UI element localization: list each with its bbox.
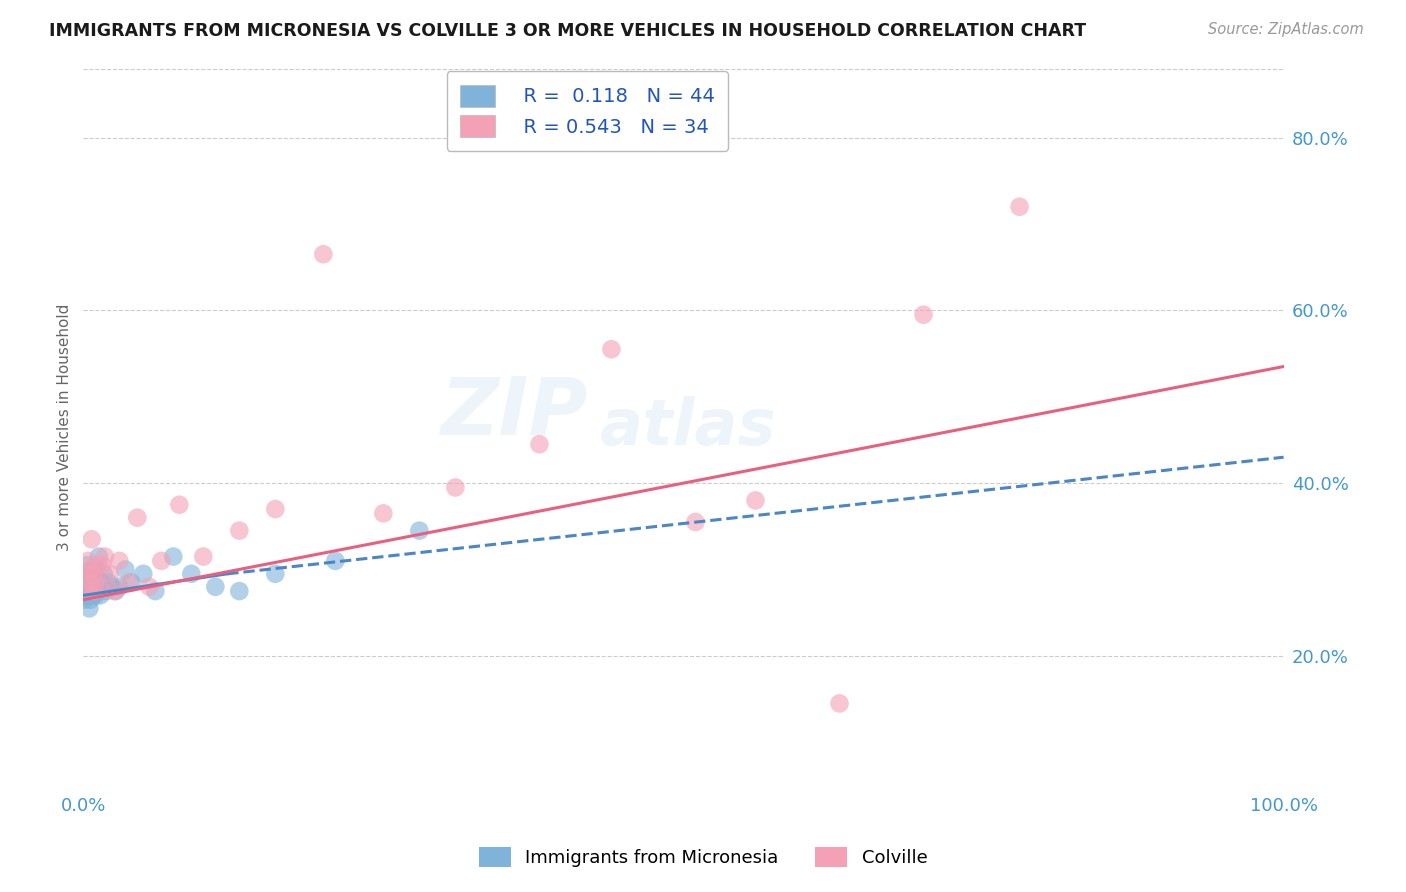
Point (138, 580, 160, 594)
Point (1008, 200, 1031, 214)
Point (114, 562, 136, 576)
Point (82, 589, 104, 603)
Y-axis label: 3 or more Vehicles in Household: 3 or more Vehicles in Household (58, 303, 72, 550)
Point (264, 566, 287, 581)
Point (75, 566, 97, 581)
Point (325, 554, 347, 568)
Point (80, 562, 103, 576)
Point (162, 549, 184, 564)
Point (228, 584, 250, 599)
Point (82, 575, 104, 590)
Point (77, 584, 100, 599)
Point (744, 493, 766, 508)
Point (529, 437, 551, 451)
Point (93, 566, 115, 581)
Point (76, 558, 98, 573)
Point (76, 575, 98, 590)
Point (685, 515, 707, 529)
Point (204, 580, 226, 594)
Point (180, 566, 202, 581)
Text: atlas: atlas (599, 396, 776, 458)
Point (98, 566, 121, 581)
Point (80, 533, 103, 547)
Point (103, 584, 125, 599)
Point (127, 510, 149, 524)
Text: Source: ZipAtlas.com: Source: ZipAtlas.com (1208, 22, 1364, 37)
Point (73, 592, 96, 607)
Legend:   R =  0.118   N = 44,   R = 0.543   N = 34: R = 0.118 N = 44, R = 0.543 N = 34 (447, 71, 728, 151)
Point (86, 562, 108, 576)
Point (912, 308, 935, 322)
Point (169, 498, 191, 512)
Point (89, 589, 111, 603)
Point (86, 575, 108, 590)
Point (75, 584, 97, 599)
Point (97, 575, 120, 590)
Point (79, 580, 101, 594)
Point (312, 247, 335, 261)
Point (89, 580, 111, 594)
Point (104, 584, 127, 599)
Point (94, 549, 117, 564)
Point (91, 558, 114, 573)
Point (83, 584, 105, 599)
Point (84, 589, 107, 603)
Text: ZIP: ZIP (440, 374, 588, 451)
Point (143, 584, 166, 599)
Text: IMMIGRANTS FROM MICRONESIA VS COLVILLE 3 OR MORE VEHICLES IN HOUSEHOLD CORRELATI: IMMIGRANTS FROM MICRONESIA VS COLVILLE 3… (49, 22, 1087, 40)
Point (101, 580, 124, 594)
Point (86, 558, 108, 573)
Point (108, 580, 131, 594)
Point (84, 575, 107, 590)
Point (83, 566, 105, 581)
Point (79, 566, 101, 581)
Point (82, 566, 104, 581)
Point (73, 575, 96, 590)
Point (264, 502, 287, 516)
Point (84, 575, 107, 590)
Point (83, 584, 105, 599)
Point (79, 562, 101, 576)
Point (79, 592, 101, 607)
Point (132, 566, 155, 581)
Point (150, 554, 173, 568)
Point (79, 601, 101, 615)
Point (373, 507, 395, 521)
Legend: Immigrants from Micronesia, Colville: Immigrants from Micronesia, Colville (471, 839, 935, 874)
Point (228, 524, 250, 538)
Point (193, 549, 215, 564)
Point (80, 584, 103, 599)
Point (76, 566, 98, 581)
Point (76, 589, 98, 603)
Point (118, 575, 141, 590)
Point (77, 554, 100, 568)
Point (87, 549, 110, 564)
Point (75, 584, 97, 599)
Point (120, 575, 142, 590)
Point (108, 554, 131, 568)
Point (444, 480, 467, 494)
Point (79, 575, 101, 590)
Point (600, 343, 623, 357)
Point (408, 524, 430, 538)
Point (828, 697, 851, 711)
Point (90, 575, 112, 590)
Point (79, 589, 101, 603)
Point (77, 571, 100, 585)
Point (94, 584, 117, 599)
